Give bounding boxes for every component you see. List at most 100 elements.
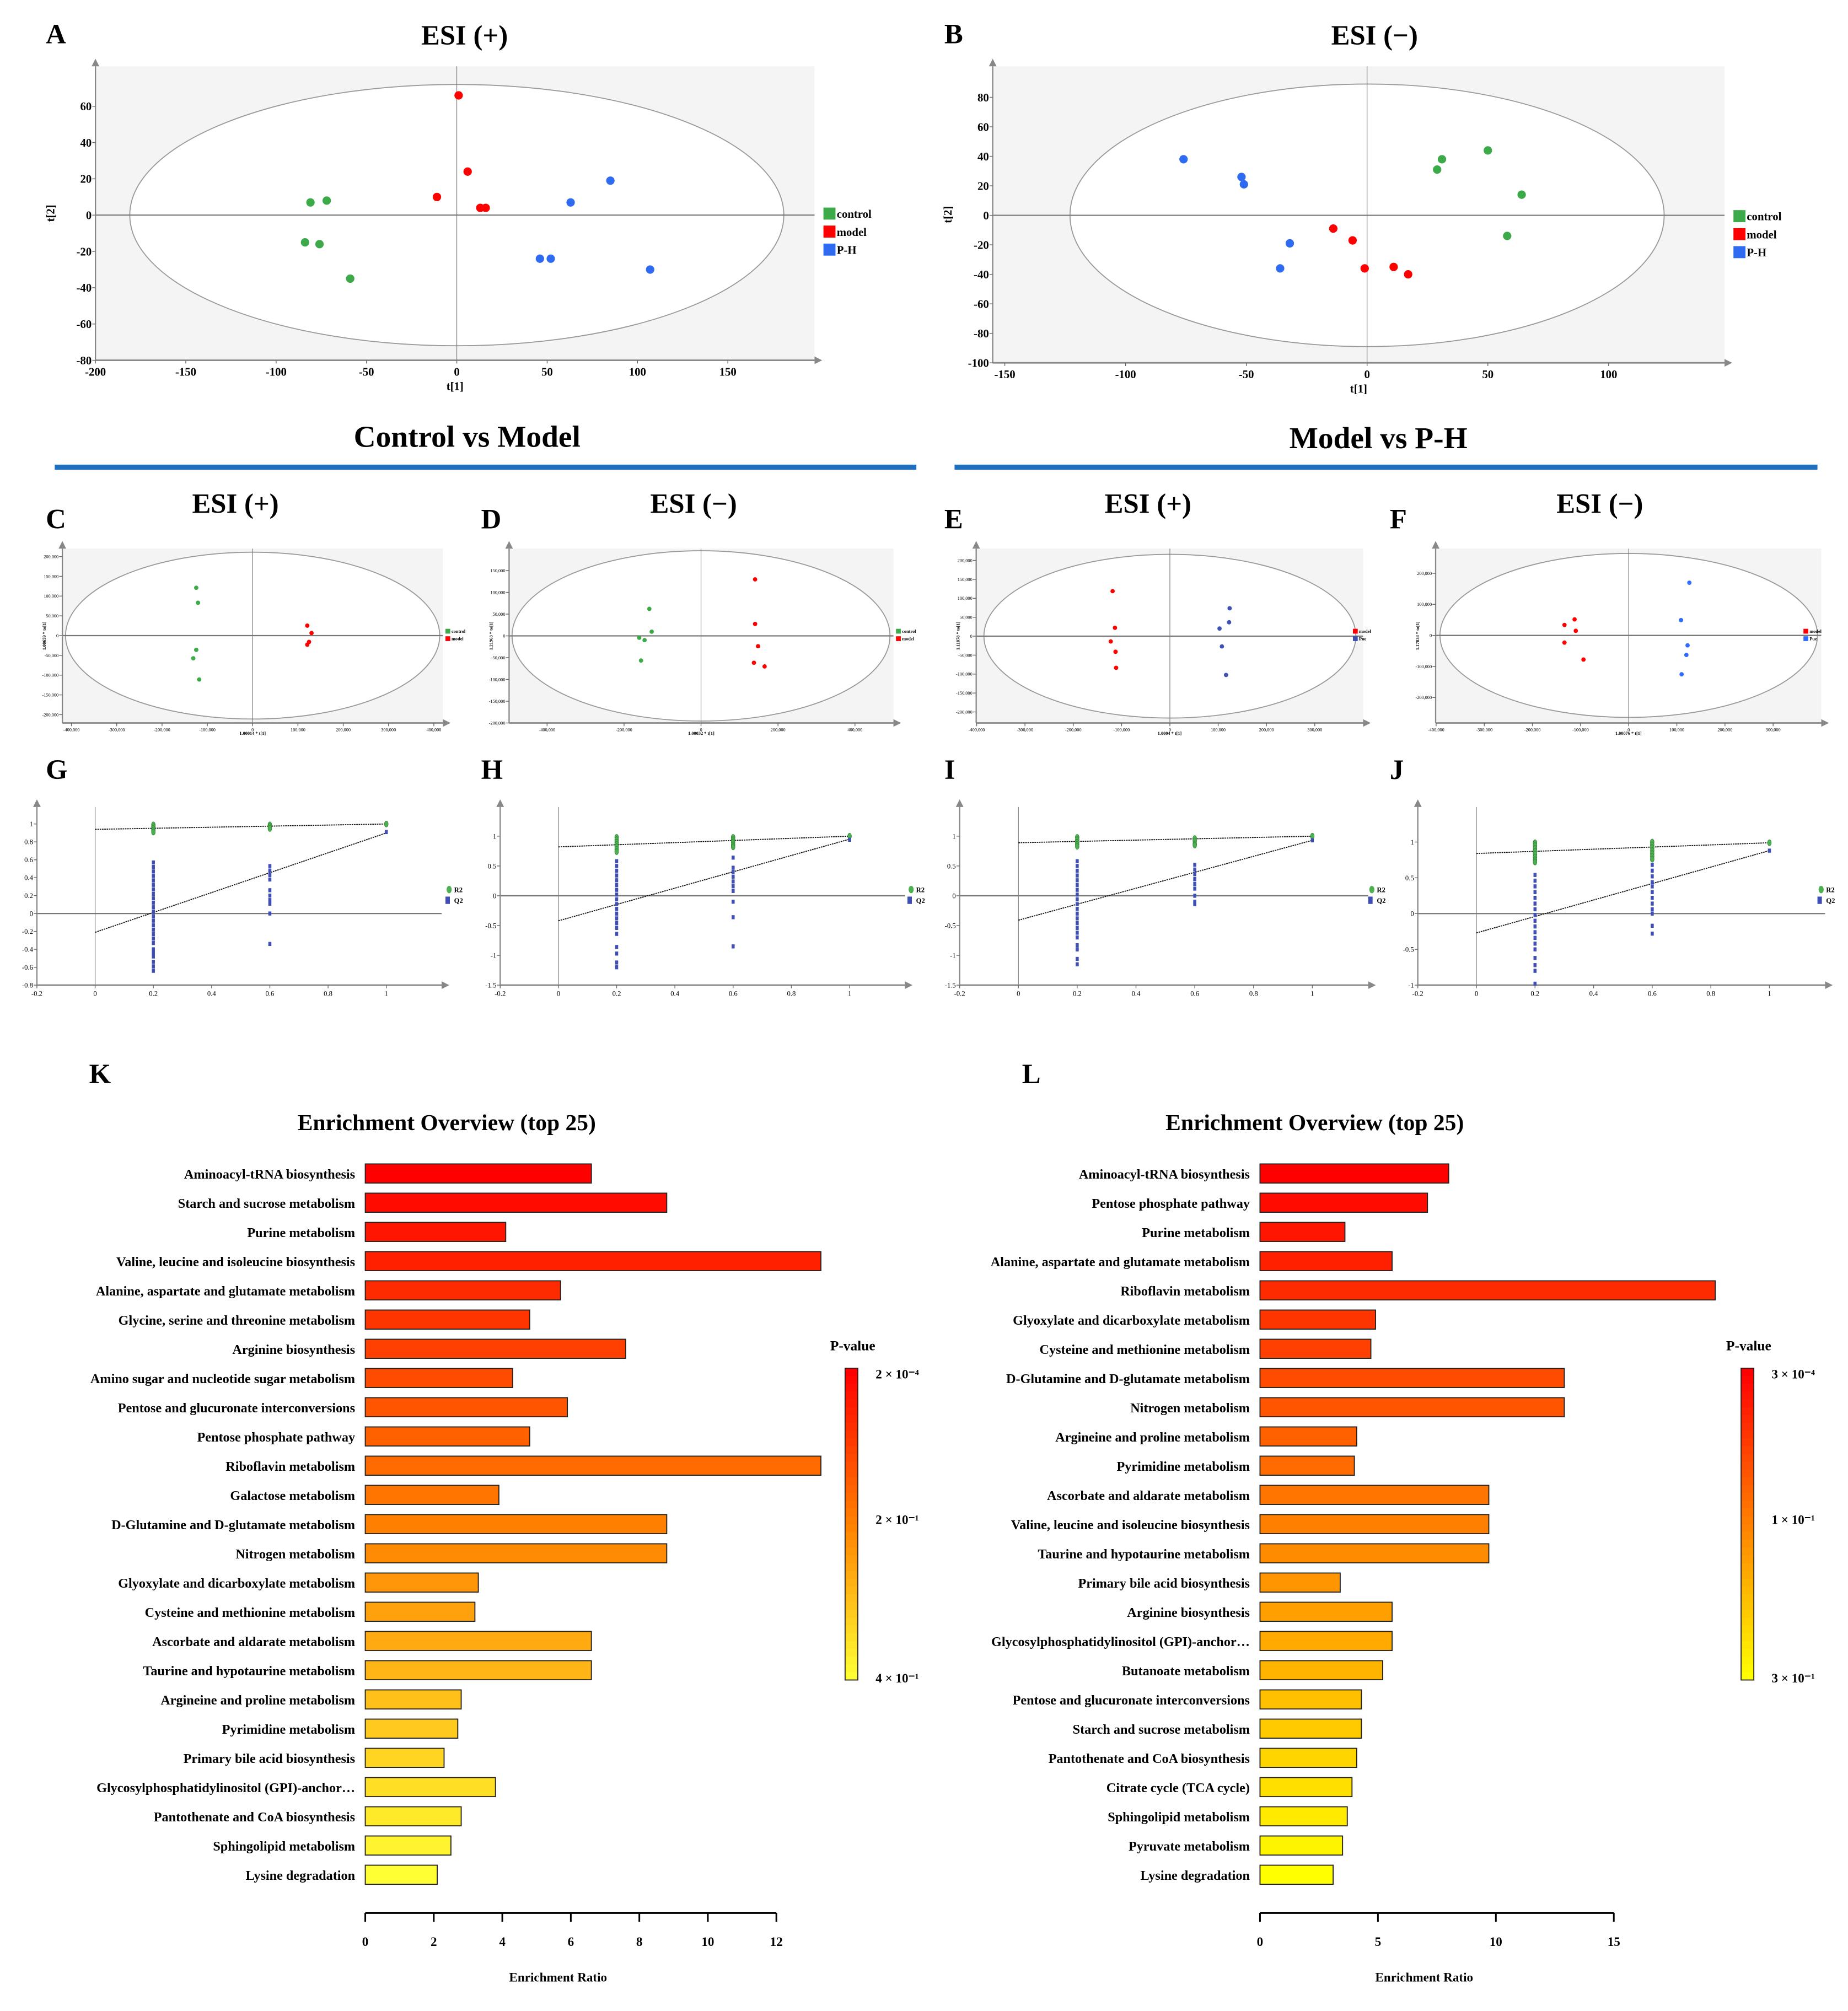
data-point-pue	[1220, 644, 1224, 649]
category-label: Alanine, aspartate and glutamate metabol…	[991, 1255, 1250, 1270]
x-tick-label: 0	[454, 365, 459, 378]
panel-letter-j: J	[1390, 754, 1404, 785]
bar	[1259, 1514, 1490, 1535]
y-tick-label: 200,000	[958, 558, 973, 563]
panel-l-bar-chart: Enrichment Overview (top 25) Aminoacyl-tR…	[991, 1110, 1815, 1984]
panel-h-plot: -0.2 0 0.2 0.4 0.6 0.8 1 -1.5 -1 -0.5 0 0.5 1 R2 Q2	[485, 799, 925, 998]
panel-letter-e: E	[944, 503, 963, 534]
data-point-q2	[1533, 930, 1537, 934]
x-tick-label: 12	[770, 1934, 783, 1949]
panel-title-c: ESI (+)	[192, 488, 278, 519]
y-tick-label: -20	[974, 239, 989, 251]
legend-swatch	[1733, 228, 1746, 240]
y-tick-label: -200,000	[1415, 695, 1432, 700]
data-point-q2	[1651, 896, 1654, 900]
bar	[364, 1689, 462, 1710]
y-tick-label: 0	[983, 209, 989, 222]
y-tick-label: 20	[977, 180, 989, 192]
data-point-model	[1572, 617, 1577, 622]
bar	[364, 1426, 530, 1447]
x-tick-label: -200,000	[616, 728, 632, 733]
bar	[1259, 1338, 1372, 1359]
colorbar-tick-label: 3 × 10⁻⁴	[1771, 1367, 1814, 1381]
panel-letter-f: F	[1390, 503, 1407, 534]
data-point-q2	[1651, 907, 1654, 912]
data-point-q2	[1076, 859, 1079, 863]
y-axis-arrow	[92, 58, 100, 67]
y-axis-arrow	[58, 541, 67, 549]
legend-label: model	[1747, 228, 1776, 241]
x-tick-label: 100	[1600, 368, 1617, 381]
data-point-model	[1329, 224, 1337, 233]
x-tick-label: -100	[1115, 368, 1136, 381]
bar	[364, 1485, 499, 1505]
data-point-model	[1110, 589, 1115, 594]
panel-j-plot: -0.2 0 0.2 0.4 0.6 0.8 1 -1 -0.5 0 0.5 1 R2 Q2	[1403, 799, 1835, 998]
bar	[1259, 1806, 1348, 1827]
panel-b-plot: -150 -100 -50 0 50 100 -100 -80 -60 -40 -20 0 20 40 60…	[942, 58, 1782, 395]
x-axis-label: t[1]	[1350, 383, 1367, 395]
legend-label: P-H	[837, 244, 857, 256]
data-point-q2	[731, 879, 735, 884]
data-point-q2	[152, 960, 155, 964]
y-tick-label: -200,000	[489, 720, 506, 725]
x-tick-label: 200,000	[336, 728, 351, 733]
data-point-q2	[1651, 890, 1654, 895]
data-point-model	[1114, 665, 1119, 670]
data-point-q2	[1076, 907, 1079, 911]
data-point-model	[454, 91, 463, 100]
y-tick-label: 100,000	[491, 590, 506, 595]
y-tick-label: 1	[493, 832, 496, 840]
data-point-p-h	[1179, 155, 1188, 164]
legend-swatch	[445, 628, 450, 634]
data-point-q2	[152, 947, 155, 951]
bar	[1259, 1368, 1565, 1388]
category-label: Pentose and glucuronate interconversions	[118, 1401, 355, 1416]
x-tick-label: 0	[1364, 368, 1370, 381]
x-axis-label: 1.00076 * t[1]	[1615, 731, 1642, 736]
x-tick-label: 0.2	[1530, 990, 1539, 998]
colorbar-segment	[845, 1648, 858, 1657]
data-point-p-h	[566, 198, 575, 207]
data-point-model	[305, 642, 310, 647]
data-point-q2	[152, 954, 155, 959]
bar	[1259, 1777, 1353, 1798]
x-tick-label: -100,000	[1114, 728, 1130, 733]
y-axis-arrow	[496, 799, 504, 807]
y-tick-label: 0	[1410, 910, 1414, 918]
data-point-p-h	[1237, 173, 1246, 181]
data-point-q2	[268, 893, 272, 898]
bar	[364, 1368, 513, 1388]
bar	[1259, 1864, 1334, 1885]
category-label: Starch and sucrose metabolism	[1073, 1722, 1250, 1737]
legend-label: R2	[916, 886, 925, 894]
colorbar-segment	[1741, 1648, 1754, 1657]
x-tick-label: 100	[629, 365, 646, 378]
data-point-q2	[1076, 956, 1079, 961]
data-point-q2	[615, 907, 619, 911]
data-point-q2	[152, 950, 155, 955]
legend-label: Q2	[916, 897, 925, 905]
data-point-q2	[1768, 848, 1771, 853]
y-tick-label: -100,000	[489, 677, 506, 682]
data-point-q2	[152, 923, 155, 927]
colorbar-segment	[1741, 1672, 1754, 1681]
y-tick-label: -80	[974, 327, 989, 340]
legend-label: model	[1809, 629, 1822, 634]
panel-letter-b: B	[944, 19, 963, 50]
data-point-model	[751, 660, 756, 665]
colorbar-segment	[1741, 1368, 1754, 1376]
y-tick-label: 150,000	[44, 574, 58, 579]
bar	[1259, 1718, 1362, 1739]
data-point-model	[305, 623, 310, 628]
data-point-q2	[1076, 947, 1079, 951]
regression-line-q2	[95, 832, 387, 933]
x-tick-label: 0.6	[1648, 990, 1657, 998]
data-point-q2	[615, 902, 619, 906]
y-tick-label: 0	[970, 634, 973, 639]
category-label: Alanine, aspartate and glutamate metabol…	[96, 1284, 355, 1299]
colorbar-segment	[845, 1555, 858, 1564]
x-tick-label: -150	[995, 368, 1016, 381]
data-point-control	[642, 638, 647, 643]
panel-letter-i: I	[944, 754, 955, 785]
